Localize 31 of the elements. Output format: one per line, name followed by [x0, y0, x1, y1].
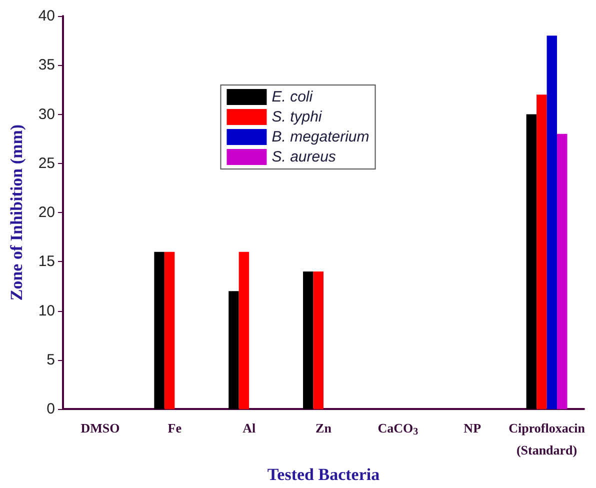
x-tick-label: NP	[464, 420, 482, 436]
bar	[164, 252, 175, 410]
bar	[303, 272, 314, 410]
bar	[526, 114, 537, 410]
y-tick-label: 0	[46, 400, 55, 418]
x-tick-label: Fe	[168, 420, 182, 436]
y-tick-label: 40	[38, 8, 55, 24]
x-tick-label: Al	[242, 420, 256, 436]
y-tick-label: 20	[38, 204, 55, 222]
y-tick-label: 10	[38, 302, 55, 320]
bar	[154, 252, 164, 410]
y-tick-label: 35	[38, 56, 55, 74]
legend-label: S. aureus	[272, 148, 336, 166]
x-axis-title: Tested Bacteria	[267, 465, 380, 484]
bar	[557, 134, 568, 410]
bar	[546, 36, 558, 410]
bar	[228, 291, 239, 410]
y-tick-label: 15	[38, 253, 55, 270]
y-axis-title: Zone of Inhibition (mm)	[7, 124, 26, 301]
x-tick-label: Ciprofloxacin (Standard)	[508, 420, 586, 458]
y-tick-label: 25	[38, 154, 55, 172]
legend-label: B. megaterium	[272, 128, 370, 146]
bar	[313, 272, 324, 410]
y-tick-label: 5	[46, 351, 55, 368]
bar	[238, 252, 250, 410]
y-tick-label: 30	[38, 106, 55, 123]
bar	[536, 94, 547, 410]
x-tick-label: Zn	[316, 420, 332, 436]
legend-label: E. coli	[272, 88, 314, 106]
legend-label: S. typhi	[272, 108, 322, 126]
x-tick-label: DMSO	[80, 420, 120, 436]
